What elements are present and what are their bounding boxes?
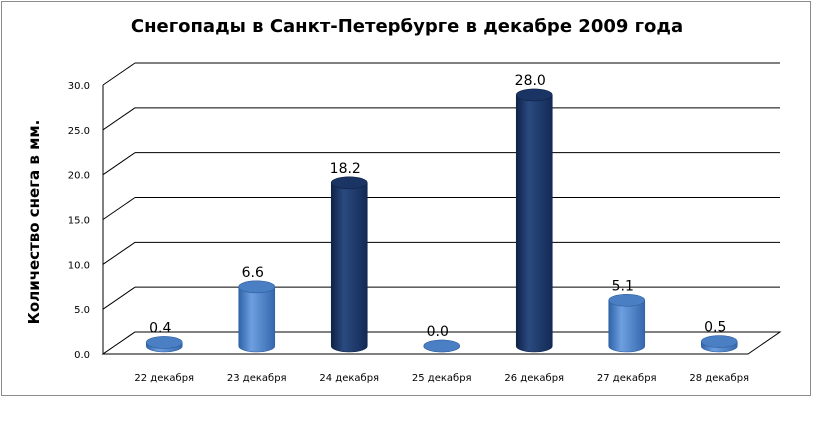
data-label: 0.5 [704,320,726,336]
data-label: 0.0 [427,324,449,340]
x-tick-label: 24 декабря [319,373,379,384]
bar-3 [330,176,368,353]
x-tick-label: 22 декабря [134,373,194,384]
x-tick-label: 25 декабря [412,373,472,384]
gridline-depth [102,241,136,265]
bar-4 [423,339,461,353]
bar-5 [515,88,553,353]
bar-top [515,88,553,102]
y-tick-label: 15.0 [68,216,90,227]
bar-1 [145,336,183,353]
bar-top [330,176,368,190]
bar-body [608,299,646,353]
bar-body [330,182,368,353]
chart-title: Снегопады в Санкт-Петербурге в декабре 2… [130,16,684,37]
gridline-depth [102,107,136,131]
bar-layer [145,88,738,353]
data-label: 18.2 [330,161,361,177]
y-tick-label: 20.0 [68,171,90,182]
y-tick-label: 10.0 [68,260,90,271]
data-label: 6.6 [242,265,264,281]
data-label: 5.1 [612,278,634,294]
x-tick-label: 28 декабря [689,373,749,384]
bar-6 [608,293,646,353]
bar-2 [238,280,276,353]
bar-body [515,94,553,353]
y-tick-label: 30.0 [68,81,90,92]
y-tick-label: 25.0 [68,126,90,137]
y-tick-label: 5.0 [74,305,90,316]
grid-layer [101,62,782,355]
label-layer: 0.0 5.0 10.0 15.0 20.0 25.0 30.0 0.4 22 декабря 6… [68,73,749,384]
bar-top [145,336,183,349]
bar-top [423,339,461,353]
bar-top [608,293,646,307]
y-tick-label: 0.0 [74,350,90,361]
bar-7 [700,335,738,353]
gridline-depth [102,152,136,176]
data-label: 0.4 [149,320,171,336]
gridline-depth [102,197,136,220]
gridline-depth [102,286,136,310]
chart-frame: Снегопады в Санкт-Петербурге в декабре 2… [1,1,811,396]
x-tick-label: 23 декабря [227,373,287,384]
bar-top [700,335,738,348]
data-label: 28.0 [515,73,546,89]
bar-top [238,280,276,294]
gridline-depth [102,62,136,86]
bar-body [238,286,276,353]
x-tick-label: 27 декабря [597,373,657,384]
x-tick-label: 26 декабря [504,373,564,384]
